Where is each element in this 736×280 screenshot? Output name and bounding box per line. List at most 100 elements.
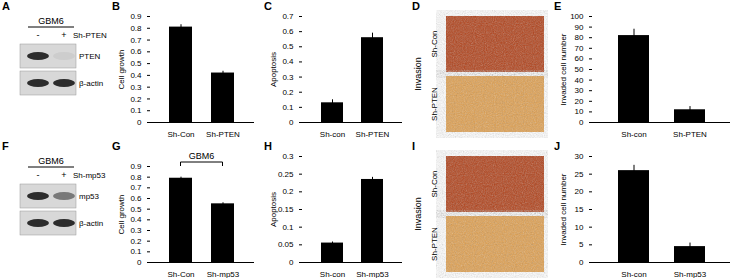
svg-text:GBM6: GBM6 — [38, 16, 64, 26]
html-text:J: J — [554, 140, 561, 152]
html-text:F: F — [2, 140, 9, 152]
svg-text:Sh-PTEN: Sh-PTEN — [673, 130, 707, 138]
svg-text:0.1: 0.1 — [282, 103, 294, 112]
svg-text:0.6: 0.6 — [130, 194, 142, 203]
html-text:H: H — [264, 140, 272, 152]
svg-text:0.7: 0.7 — [282, 12, 294, 21]
svg-text:30: 30 — [575, 86, 584, 95]
svg-text:0.25: 0.25 — [278, 170, 294, 179]
svg-text:0.4: 0.4 — [282, 57, 294, 66]
svg-text:0.1: 0.1 — [130, 106, 142, 115]
svg-text:GBM6: GBM6 — [38, 156, 64, 166]
svg-text:0.6: 0.6 — [282, 27, 294, 36]
svg-text:0.5: 0.5 — [130, 59, 142, 68]
svg-text:0.05: 0.05 — [278, 240, 294, 249]
svg-text:20: 20 — [575, 187, 584, 196]
svg-text:0.8: 0.8 — [130, 24, 142, 33]
svg-text:mp53: mp53 — [79, 192, 100, 201]
svg-text:Sh-con: Sh-con — [320, 130, 345, 138]
svg-text:30: 30 — [575, 152, 584, 161]
svg-text:0.3: 0.3 — [282, 152, 294, 161]
svg-text:0.15: 0.15 — [278, 205, 294, 214]
svg-text:80: 80 — [575, 33, 584, 42]
svg-text:0.8: 0.8 — [130, 173, 142, 182]
svg-text:0: 0 — [579, 258, 584, 267]
svg-text:0: 0 — [289, 118, 294, 127]
html-text:B: B — [112, 0, 120, 12]
svg-text:Sh-con: Sh-con — [320, 270, 345, 278]
svg-text:Sh-PTEN: Sh-PTEN — [206, 130, 240, 138]
svg-text:Sh-PTEN: Sh-PTEN — [73, 31, 107, 40]
svg-text:60: 60 — [575, 54, 584, 63]
svg-text:15: 15 — [575, 205, 584, 214]
svg-text:Sh-Con: Sh-Con — [167, 270, 194, 278]
html-text:G: G — [112, 140, 121, 152]
svg-text:0.7: 0.7 — [130, 36, 142, 45]
svg-text:0.5: 0.5 — [130, 205, 142, 214]
svg-text:0.5: 0.5 — [282, 42, 294, 51]
svg-text:Invaded cell number: Invaded cell number — [559, 173, 568, 245]
svg-text:Sh-PTEN: Sh-PTEN — [430, 227, 439, 261]
svg-text:Sh-PTEN: Sh-PTEN — [356, 130, 390, 138]
svg-text:50: 50 — [575, 65, 584, 74]
svg-text:25: 25 — [575, 170, 584, 179]
svg-text:Sh-mp53: Sh-mp53 — [356, 270, 389, 278]
html-text:C: C — [264, 0, 272, 12]
svg-text:0.2: 0.2 — [282, 88, 294, 97]
svg-text:0.2: 0.2 — [282, 187, 294, 196]
svg-text:0: 0 — [137, 118, 142, 127]
svg-text:0.1: 0.1 — [282, 223, 294, 232]
svg-text:β-actin: β-actin — [79, 219, 103, 228]
svg-text:5: 5 — [579, 240, 584, 249]
html-text:D: D — [412, 0, 420, 12]
svg-text:0: 0 — [289, 258, 294, 267]
html-text:I: I — [412, 140, 416, 152]
svg-text:Apoptosis: Apoptosis — [269, 52, 278, 87]
svg-text:-: - — [37, 170, 40, 180]
svg-text:10: 10 — [575, 223, 584, 232]
svg-text:Sh-con: Sh-con — [621, 270, 646, 278]
svg-text:0.9: 0.9 — [130, 12, 142, 21]
svg-text:0.4: 0.4 — [130, 215, 142, 224]
svg-text:0.4: 0.4 — [130, 71, 142, 80]
svg-text:90: 90 — [575, 23, 584, 32]
svg-text:Sh-Con: Sh-Con — [167, 130, 194, 138]
svg-text:GBM6: GBM6 — [189, 151, 215, 161]
svg-text:Apoptosis: Apoptosis — [269, 192, 278, 227]
svg-text:0.6: 0.6 — [130, 47, 142, 56]
svg-text:Invasion: Invasion — [413, 197, 423, 231]
svg-text:0.3: 0.3 — [130, 83, 142, 92]
svg-text:Sh-Con: Sh-Con — [430, 170, 439, 197]
svg-text:Sh-con: Sh-con — [621, 130, 646, 138]
svg-text:0.3: 0.3 — [282, 73, 294, 82]
svg-text:β-actin: β-actin — [79, 79, 103, 88]
svg-text:40: 40 — [575, 76, 584, 85]
svg-text:Sh-mp53: Sh-mp53 — [73, 171, 106, 180]
svg-text:Sh-mp53: Sh-mp53 — [207, 270, 240, 278]
svg-text:+: + — [61, 170, 66, 180]
svg-text:0: 0 — [137, 258, 142, 267]
svg-text:0: 0 — [579, 118, 584, 127]
svg-text:0.1: 0.1 — [130, 247, 142, 256]
svg-text:100: 100 — [570, 12, 584, 21]
svg-text:Cell growth: Cell growth — [117, 194, 126, 234]
svg-text:Invaded cell number: Invaded cell number — [559, 33, 568, 105]
svg-text:Sh-mp53: Sh-mp53 — [674, 270, 707, 278]
svg-text:Sh-Con: Sh-Con — [430, 30, 439, 57]
svg-text:+: + — [61, 30, 66, 40]
svg-text:0.9: 0.9 — [130, 162, 142, 171]
svg-text:0.7: 0.7 — [130, 183, 142, 192]
svg-text:0.3: 0.3 — [130, 226, 142, 235]
svg-text:10: 10 — [575, 107, 584, 116]
svg-text:0.2: 0.2 — [130, 237, 142, 246]
svg-text:Invasion: Invasion — [413, 57, 423, 91]
svg-text:Cell growth: Cell growth — [117, 49, 126, 89]
svg-text:-: - — [37, 30, 40, 40]
svg-text:PTEN: PTEN — [79, 52, 101, 61]
svg-text:0.2: 0.2 — [130, 95, 142, 104]
html-text:E: E — [554, 0, 562, 12]
svg-text:Sh-PTEN: Sh-PTEN — [430, 87, 439, 121]
html-text:A: A — [2, 0, 10, 12]
svg-text:20: 20 — [575, 97, 584, 106]
svg-text:70: 70 — [575, 44, 584, 53]
